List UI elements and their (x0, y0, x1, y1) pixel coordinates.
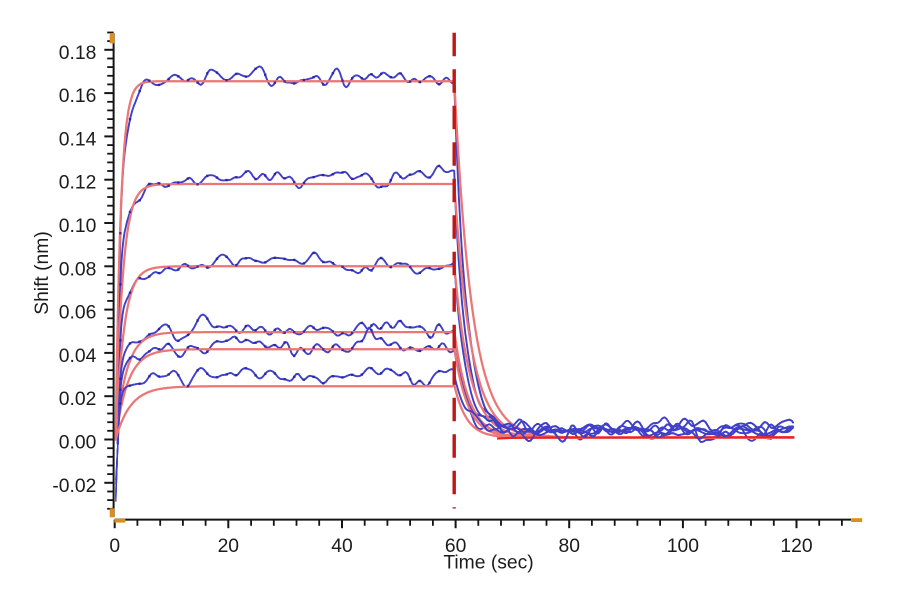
svg-text:0.16: 0.16 (59, 86, 97, 107)
svg-text:0.14: 0.14 (59, 129, 97, 150)
svg-text:80: 80 (558, 536, 579, 557)
svg-text:0.10: 0.10 (59, 216, 97, 237)
svg-text:120: 120 (780, 536, 812, 557)
svg-text:0.12: 0.12 (59, 173, 97, 194)
svg-text:100: 100 (667, 536, 699, 557)
svg-text:Time (sec): Time (sec) (443, 552, 533, 573)
svg-text:0: 0 (109, 536, 120, 557)
svg-text:0.06: 0.06 (59, 303, 97, 324)
svg-text:20: 20 (218, 536, 239, 557)
svg-text:0.02: 0.02 (59, 389, 97, 410)
svg-text:40: 40 (331, 536, 352, 557)
svg-text:-0.02: -0.02 (52, 476, 96, 497)
svg-text:60: 60 (445, 536, 466, 557)
svg-text:Shift (nm): Shift (nm) (32, 231, 53, 315)
svg-text:0.00: 0.00 (59, 433, 97, 454)
svg-text:0.04: 0.04 (59, 346, 97, 367)
svg-text:0.08: 0.08 (59, 259, 97, 280)
svg-text:0.18: 0.18 (59, 43, 97, 64)
